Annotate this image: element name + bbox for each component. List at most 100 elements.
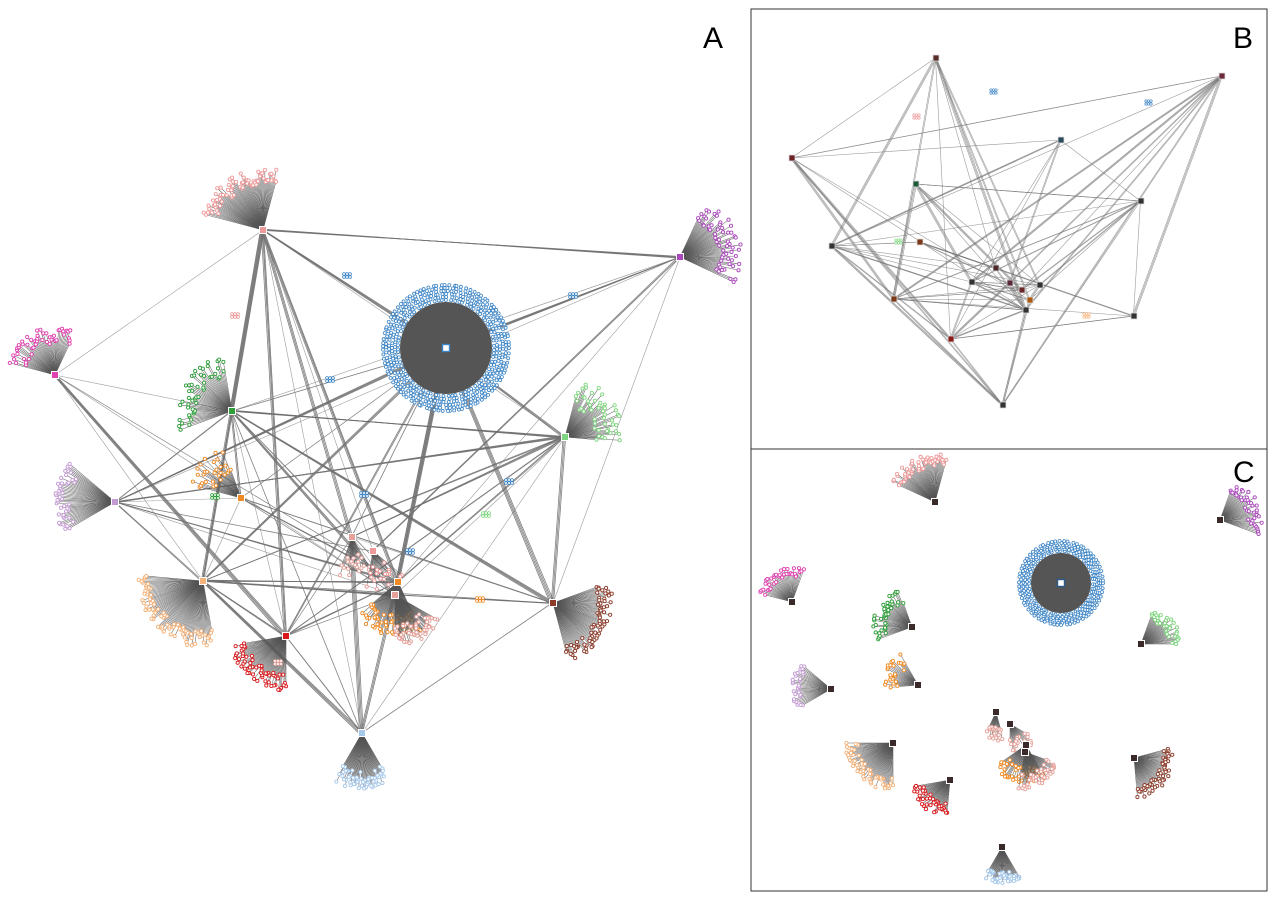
bridge-nodes-3 bbox=[325, 376, 335, 383]
c-cluster-pink bbox=[891, 452, 949, 506]
bridge-nodes-5 bbox=[504, 478, 514, 485]
cluster-lightgreen bbox=[561, 382, 622, 443]
cluster-salmon bbox=[391, 591, 440, 646]
panel-b-hub bbox=[968, 278, 976, 286]
cluster-salmon-2 bbox=[338, 533, 372, 578]
c-cluster-brown bbox=[1130, 746, 1175, 800]
panel-b-hub bbox=[1130, 312, 1138, 320]
cluster-magenta-hub bbox=[51, 371, 59, 379]
cluster-purple-hub bbox=[676, 253, 684, 261]
panel-b-hub bbox=[916, 238, 924, 246]
cluster-lightblue-hub bbox=[358, 729, 366, 737]
cluster-purple bbox=[676, 208, 743, 285]
c-cluster-salmon-2-hub bbox=[1006, 720, 1014, 728]
c-cluster-orange-hub bbox=[914, 681, 922, 689]
panel-b-hub bbox=[1057, 136, 1065, 144]
cluster-pink bbox=[201, 167, 279, 234]
panel-b-clump-4 bbox=[1082, 312, 1091, 319]
c-cluster-magenta-hub bbox=[788, 598, 796, 606]
c-cluster-lightgreen-hub bbox=[1137, 640, 1145, 648]
c-cluster-brown-hub bbox=[1130, 754, 1138, 762]
c-cluster-blue-hub bbox=[1056, 578, 1066, 588]
cluster-lavender-hub bbox=[111, 498, 119, 506]
c-cluster-orange bbox=[883, 652, 922, 690]
panel-b-hub bbox=[992, 264, 1000, 272]
c-cluster-lightgreen bbox=[1137, 610, 1181, 648]
panel-b-label: B bbox=[1233, 22, 1253, 55]
panel-b bbox=[788, 54, 1226, 409]
panel-a bbox=[7, 167, 743, 791]
c-cluster-peach bbox=[844, 739, 897, 791]
panel-c-label: C bbox=[1233, 456, 1255, 489]
cluster-orange-2-hub bbox=[394, 578, 402, 586]
cluster-brown-hub bbox=[549, 599, 557, 607]
cluster-lavender bbox=[53, 461, 119, 531]
cluster-pink-2 bbox=[364, 547, 404, 592]
panel-b-hub bbox=[1006, 279, 1014, 287]
cluster-orange bbox=[190, 450, 245, 502]
panel-a-edges bbox=[52, 228, 682, 735]
panel-a-label: A bbox=[703, 22, 723, 55]
bridge-nodes-8 bbox=[405, 548, 415, 555]
cluster-blue bbox=[381, 283, 511, 413]
cluster-orange-hub bbox=[237, 494, 245, 502]
c-cluster-salmon-3-hub bbox=[1021, 748, 1029, 756]
panel-b-hub bbox=[1026, 296, 1034, 304]
c-cluster-lavender bbox=[790, 664, 835, 708]
cluster-peach-hub bbox=[199, 577, 207, 585]
cluster-salmon-2-hub bbox=[348, 533, 356, 541]
panel-b-hub bbox=[1218, 72, 1226, 80]
c-cluster-salmon bbox=[984, 708, 1005, 743]
bridge-nodes-1 bbox=[568, 292, 578, 299]
c-cluster-red-hub bbox=[946, 776, 954, 784]
bridge-nodes-0 bbox=[342, 272, 352, 279]
panel-b-frame bbox=[750, 8, 1268, 450]
bridge-nodes-4 bbox=[359, 491, 369, 498]
panel-b-hub bbox=[912, 180, 920, 188]
bridge-nodes-7 bbox=[481, 511, 491, 518]
cluster-red-hub bbox=[282, 632, 290, 640]
cluster-lightblue bbox=[334, 729, 386, 791]
panel-b-clump-0 bbox=[989, 88, 998, 95]
cluster-salmon-hub bbox=[391, 591, 399, 599]
c-cluster-pink-hub bbox=[931, 498, 939, 506]
cluster-magenta bbox=[7, 326, 73, 379]
panel-b-hub bbox=[1022, 306, 1030, 314]
cluster-pink-hub bbox=[259, 226, 267, 234]
c-cluster-blue bbox=[1017, 539, 1105, 627]
panel-b-clump-2 bbox=[912, 113, 921, 120]
bridge-nodes-2 bbox=[230, 312, 240, 319]
bridge-nodes-6 bbox=[210, 493, 220, 500]
c-cluster-purple-hub bbox=[1216, 516, 1224, 524]
c-cluster-red bbox=[912, 776, 954, 815]
bridge-nodes-10 bbox=[273, 659, 283, 666]
cluster-red bbox=[233, 632, 290, 692]
c-cluster-orange-2-hub bbox=[1022, 741, 1030, 749]
c-cluster-purple bbox=[1216, 485, 1264, 537]
panel-b-edges bbox=[790, 57, 1223, 406]
c-cluster-lightblue-hub bbox=[998, 843, 1006, 851]
cluster-green bbox=[177, 357, 236, 432]
c-cluster-magenta bbox=[758, 566, 806, 606]
cluster-lightgreen-hub bbox=[561, 433, 569, 441]
c-cluster-lavender-hub bbox=[827, 685, 835, 693]
panel-b-hub bbox=[788, 154, 796, 162]
panel-b-hub bbox=[890, 295, 898, 303]
panel-c-frame bbox=[750, 448, 1268, 892]
panel-c bbox=[758, 452, 1264, 885]
cluster-pink-2-hub bbox=[369, 547, 377, 555]
panel-b-hub bbox=[947, 335, 955, 343]
c-cluster-green bbox=[871, 589, 916, 642]
panel-b-hub bbox=[932, 54, 940, 62]
panel-b-hub bbox=[1018, 286, 1026, 294]
panel-b-hub bbox=[999, 401, 1007, 409]
c-cluster-salmon-3 bbox=[1016, 748, 1057, 792]
panel-b-hub bbox=[828, 242, 836, 250]
c-cluster-lightblue bbox=[984, 843, 1022, 885]
cluster-green-hub bbox=[228, 407, 236, 415]
cluster-brown bbox=[549, 585, 614, 661]
c-cluster-salmon-hub bbox=[992, 708, 1000, 716]
panel-b-hub bbox=[1036, 281, 1044, 289]
c-cluster-peach-hub bbox=[889, 739, 897, 747]
